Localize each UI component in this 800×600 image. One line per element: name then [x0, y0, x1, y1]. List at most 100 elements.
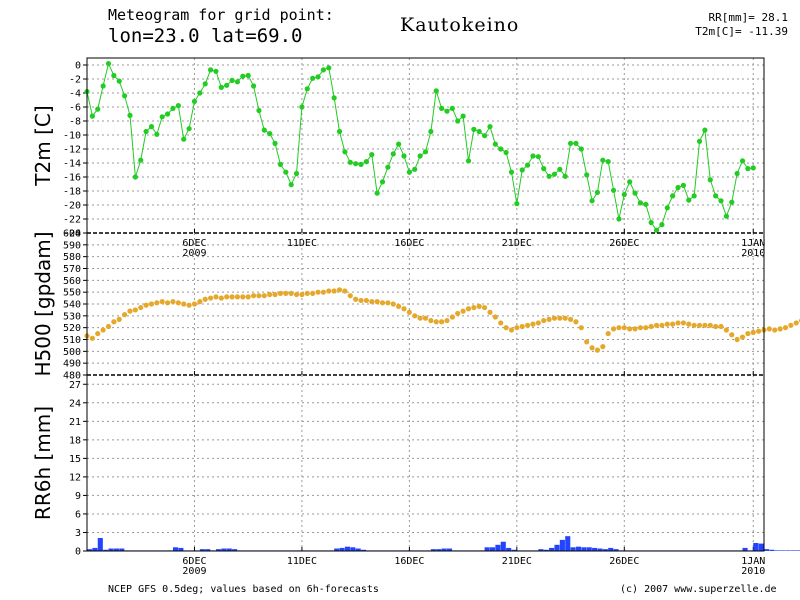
t2m-point	[707, 177, 713, 183]
rr6h-bar	[575, 546, 582, 551]
t2m-point	[589, 198, 595, 204]
t2m-point	[197, 90, 203, 96]
h500-point	[616, 325, 622, 331]
h500-point	[772, 327, 778, 333]
h500-point	[224, 294, 230, 300]
h500-point	[159, 299, 165, 305]
h500-point	[777, 326, 783, 332]
rr6h-bar	[108, 548, 114, 551]
t2m-point	[170, 105, 176, 111]
t2m-point	[154, 131, 160, 137]
y-tick-label: 560	[63, 276, 81, 287]
y-tick-label: -4	[69, 89, 81, 100]
t2m-point	[616, 216, 622, 222]
y-tick-label: 3	[75, 528, 81, 539]
t2m-point	[186, 126, 192, 132]
t2m-point	[637, 200, 644, 206]
rr6h-bar	[511, 549, 517, 551]
t2m-point	[713, 193, 719, 199]
rr6h-bar	[565, 536, 571, 551]
h500-point	[138, 304, 144, 311]
y-tick-label: 490	[63, 359, 81, 370]
t2m-point	[702, 127, 708, 133]
t2m-point	[116, 78, 122, 84]
h500-point	[132, 307, 138, 313]
h500-point	[444, 317, 450, 324]
rr6h-bar	[500, 541, 506, 551]
y-tick-label: -24	[63, 229, 81, 240]
y-tick-label: 0	[75, 61, 81, 72]
h500-point	[729, 332, 735, 338]
h500-point	[664, 321, 670, 327]
h500-point	[261, 293, 267, 299]
h500-point	[315, 289, 321, 295]
y-tick-label: 530	[63, 311, 81, 322]
rr6h-bar	[361, 549, 367, 551]
h500-point	[793, 320, 799, 326]
t2m-point	[358, 161, 364, 167]
t2m-point	[310, 75, 316, 81]
t2m-point	[369, 152, 375, 158]
t2m-point	[191, 98, 198, 104]
x-tick-label: 26DEC	[609, 556, 639, 567]
t2m-point	[476, 128, 482, 135]
panel-t2m: 0 -2 -4 -6 -8 -10 -12 -14 -16 -18 -20 -22 -24 T2m [C]	[31, 58, 764, 240]
t2m-point	[750, 165, 756, 171]
h500-point	[326, 288, 332, 294]
h500-point	[557, 315, 563, 321]
t2m-point	[417, 153, 423, 159]
header-title: Meteogram for grid point:	[108, 6, 334, 24]
t2m-point	[455, 118, 461, 124]
rr6h-bar	[796, 550, 800, 551]
t2m-point	[723, 213, 729, 219]
t2m-point	[498, 146, 504, 152]
rr6h-bar	[436, 549, 442, 551]
y-tick-label: 570	[63, 264, 81, 275]
rr6h-bar	[119, 548, 125, 551]
h500-point	[396, 303, 402, 309]
h500-point	[713, 323, 719, 330]
y-tick-label: -6	[69, 103, 81, 114]
t2m-point	[299, 104, 305, 110]
t2m-point	[138, 157, 144, 163]
h500-point	[594, 347, 601, 353]
t2m-point	[691, 193, 697, 199]
plot-frame	[86, 57, 765, 552]
h500-point	[304, 290, 310, 296]
t2m-point	[207, 67, 214, 73]
rr6h-bar	[506, 547, 512, 551]
h500-point	[627, 326, 633, 332]
t2m-point	[111, 72, 117, 79]
h500-point	[111, 319, 117, 325]
t2m-point	[385, 164, 391, 170]
h500-point	[428, 317, 434, 324]
t2m-point	[546, 173, 552, 179]
h500-point	[299, 291, 305, 298]
h500-point	[250, 293, 257, 299]
x-tick-year: 2009	[182, 248, 206, 259]
t2m-point	[304, 86, 310, 92]
rr6h-bar	[92, 547, 98, 551]
t2m-point	[213, 68, 219, 74]
h500-point	[670, 321, 676, 327]
rr6h-bar	[758, 543, 764, 551]
h500-point	[723, 327, 729, 333]
y-tick-label: 580	[63, 252, 81, 263]
y-tick-label: 6	[75, 509, 81, 520]
h500-point	[788, 322, 794, 328]
t2m-point	[573, 140, 579, 146]
rr6h-bar	[103, 549, 109, 551]
t2m-point	[680, 182, 687, 188]
h500-point	[245, 294, 251, 300]
h500-point	[267, 291, 273, 298]
h500-point	[148, 301, 155, 307]
x-tick-label: 1JAN	[741, 238, 765, 249]
y-tick-label: 590	[63, 240, 81, 251]
rr6h-bar	[592, 547, 598, 551]
h500-point	[164, 300, 171, 306]
h500-point	[229, 294, 235, 300]
h500-point	[702, 322, 708, 328]
h500-point	[401, 306, 407, 312]
h500-point	[374, 299, 380, 305]
t2m-point	[584, 172, 590, 178]
